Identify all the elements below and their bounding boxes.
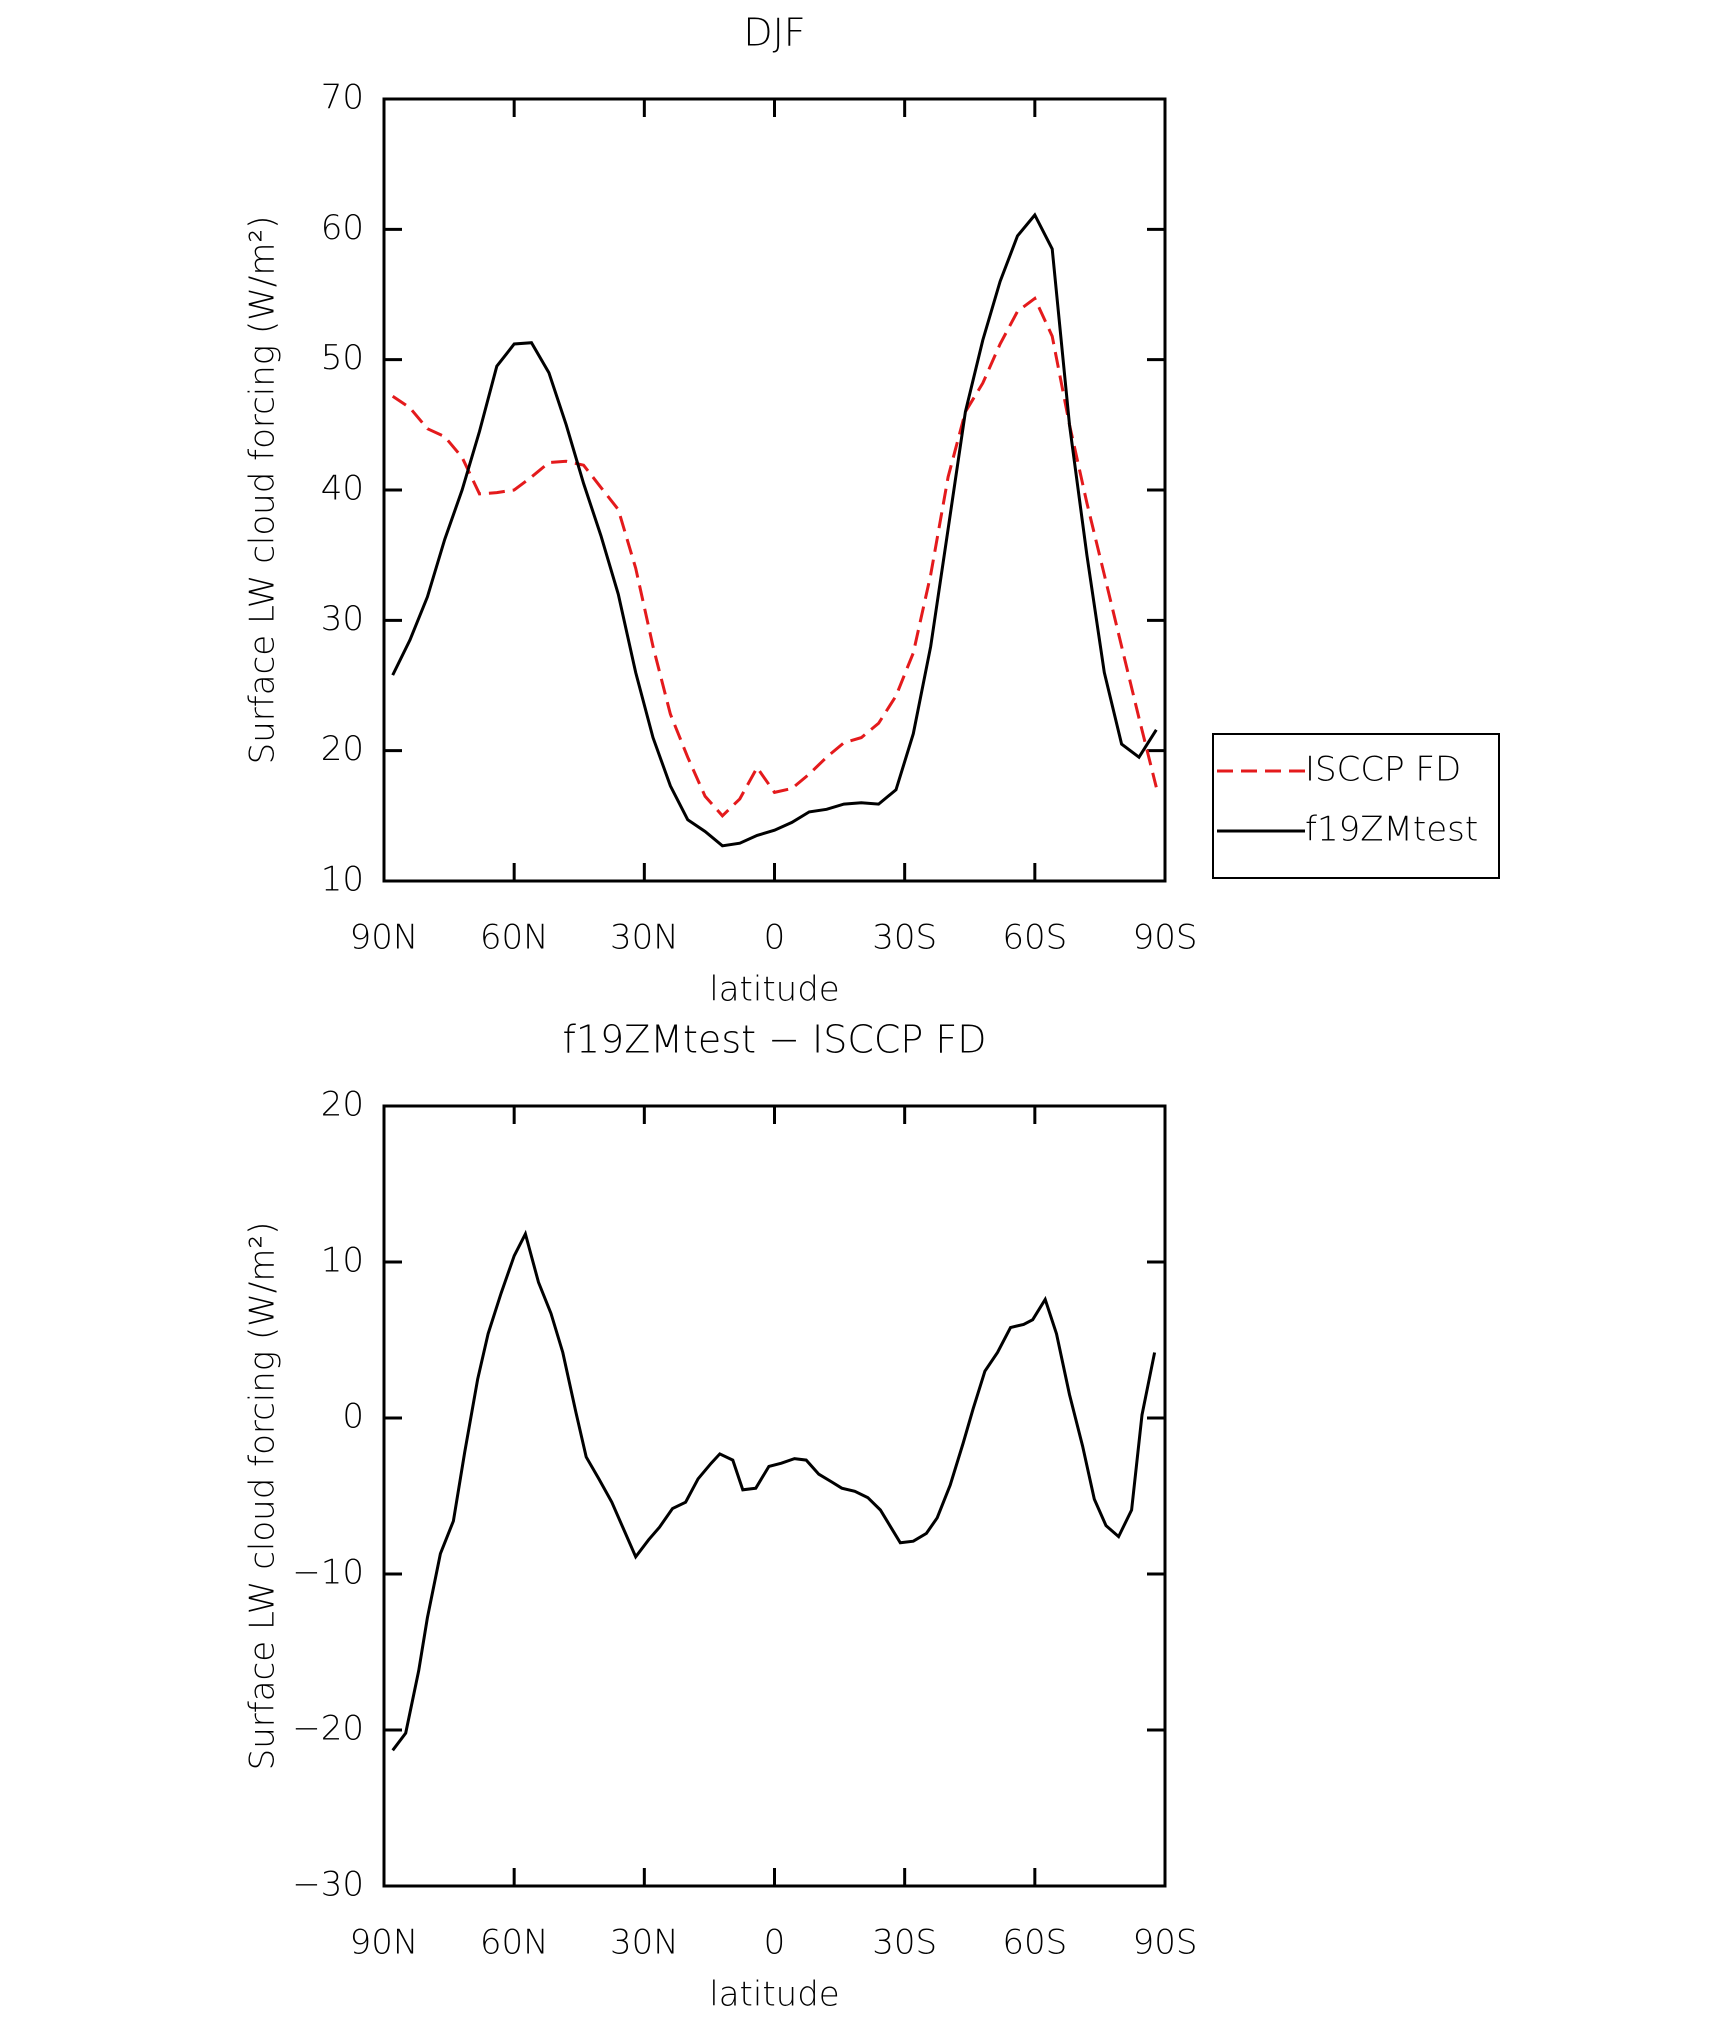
x-axis-title: latitude [709, 1975, 839, 2015]
y-tick-label: −30 [292, 1865, 364, 1905]
x-tick-label: 30N [610, 918, 679, 958]
x-axis-title: latitude [709, 970, 839, 1010]
x-tick-label: 0 [764, 918, 786, 958]
plot-frame [382, 1104, 1167, 1888]
y-tick-label: 50 [321, 338, 364, 378]
x-tick-label: 90S [1133, 1923, 1198, 1963]
data-line [391, 212, 1158, 848]
y-tick-label: 10 [321, 1241, 364, 1281]
chart-title: f19ZMtest − ISCCP FD [562, 1018, 986, 1062]
legend-label: ISCCP FD [1305, 750, 1461, 790]
y-tick-label: −20 [292, 1709, 364, 1749]
x-tick-label: 60S [1002, 1923, 1067, 1963]
x-tick-label: 90N [350, 918, 419, 958]
y-tick-label: 40 [321, 469, 364, 509]
x-tick-label: 30S [872, 918, 937, 958]
y-tick-label: 20 [321, 729, 364, 769]
legend-label: f19ZMtest [1305, 810, 1478, 850]
legend-box [1212, 733, 1500, 879]
x-tick-label: 30S [872, 1923, 937, 1963]
y-tick-label: 0 [342, 1397, 364, 1437]
x-tick-label: 60N [480, 1923, 549, 1963]
y-tick-label: 30 [321, 599, 364, 639]
x-tick-label: 60N [480, 918, 549, 958]
y-tick-label: 70 [321, 78, 364, 118]
y-axis-title: Surface LW cloud forcing (W/m²) [243, 1222, 283, 1771]
data-line [391, 1229, 1157, 1752]
y-tick-label: 60 [321, 208, 364, 248]
y-axis-title: Surface LW cloud forcing (W/m²) [243, 216, 283, 765]
y-tick-label: 10 [321, 860, 364, 900]
y-tick-label: −10 [292, 1553, 364, 1593]
x-tick-label: 90N [350, 1923, 419, 1963]
data-line [391, 296, 1158, 818]
y-tick-label: 20 [321, 1085, 364, 1125]
x-tick-label: 60S [1002, 918, 1067, 958]
x-tick-label: 30N [610, 1923, 679, 1963]
chart-title: DJF [743, 11, 805, 55]
x-tick-label: 90S [1133, 918, 1198, 958]
plot-frame [382, 97, 1167, 883]
x-tick-label: 0 [764, 1923, 786, 1963]
